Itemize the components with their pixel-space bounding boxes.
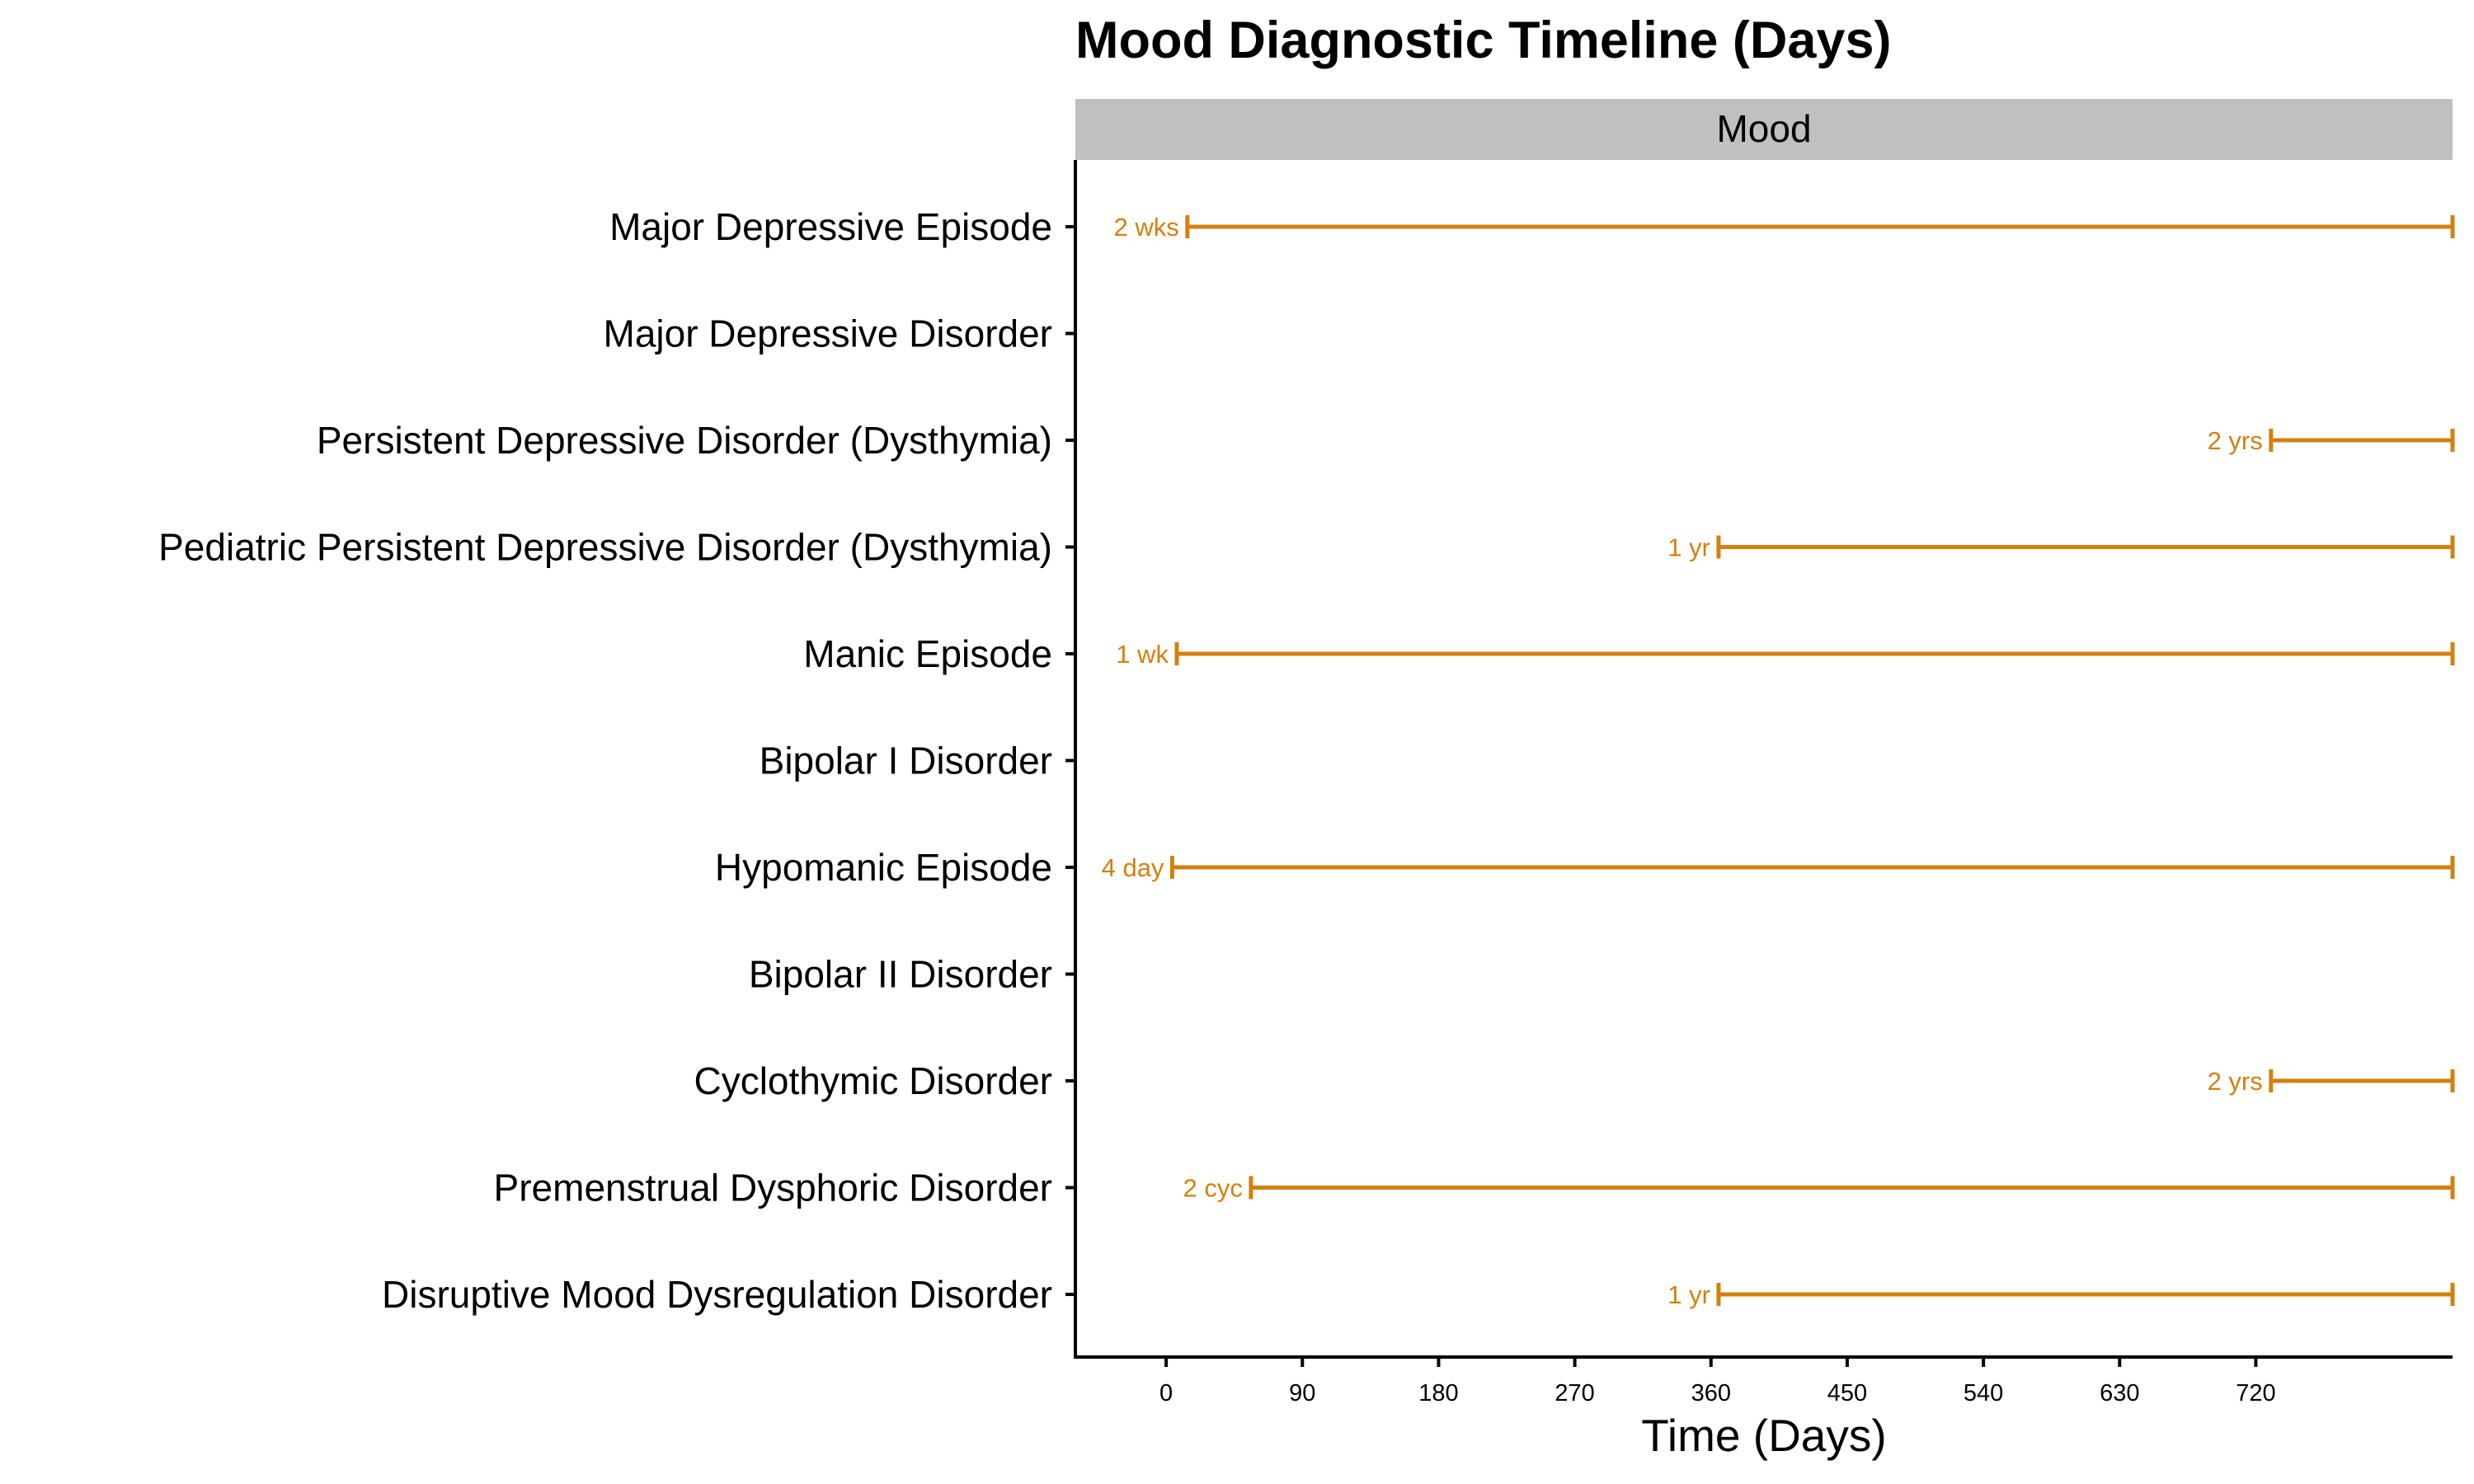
interval-bar: 2 cyc xyxy=(1183,1174,2455,1203)
interval-label: 1 wk xyxy=(1116,640,1169,669)
facet-strip-label: Mood xyxy=(1716,107,1811,150)
x-tick-label: 450 xyxy=(1827,1380,1867,1407)
interval-bar: 2 wks xyxy=(1114,213,2455,242)
interval-label: 1 yr xyxy=(1667,1280,1710,1309)
y-tick-label: Bipolar II Disorder xyxy=(749,953,1052,996)
x-axis: 0 90 180 270 360 450 540 630 720 xyxy=(1074,1355,2453,1407)
y-tick-label: Premenstrual Dysphoric Disorder xyxy=(494,1167,1052,1209)
x-tick-label: 720 xyxy=(2236,1380,2275,1407)
interval-label: 2 cyc xyxy=(1183,1174,1243,1203)
facet-strip xyxy=(1075,99,2453,160)
x-tick-label: 360 xyxy=(1691,1380,1731,1407)
interval-label: 2 yrs xyxy=(2208,426,2263,455)
x-tick-label: 540 xyxy=(1964,1380,2003,1407)
x-tick-label: 0 xyxy=(1159,1380,1173,1407)
y-tick-label: Hypomanic Episode xyxy=(715,846,1052,889)
interval-label: 2 wks xyxy=(1114,213,1179,242)
interval-label: 2 yrs xyxy=(2208,1067,2263,1096)
y-tick-label: Major Depressive Episode xyxy=(609,205,1052,248)
interval-bar: 4 day xyxy=(1102,853,2455,882)
y-tick-label: Disruptive Mood Dysregulation Disorder xyxy=(382,1273,1052,1316)
interval-bar: 1 yr xyxy=(1667,533,2455,562)
interval-bar: 2 yrs xyxy=(2208,426,2455,455)
interval-bars: 2 wks 2 yrs 1 yr 1 wk 4 day 2 yrs 2 cyc 1 yr xyxy=(1102,213,2455,1309)
interval-bar: 1 yr xyxy=(1667,1280,2455,1309)
x-tick-label: 180 xyxy=(1418,1380,1458,1407)
interval-label: 1 yr xyxy=(1667,533,1710,562)
y-tick-label: Major Depressive Disorder xyxy=(604,312,1053,355)
chart-title: Mood Diagnostic Timeline (Days) xyxy=(1075,12,1891,69)
y-axis: Major Depressive Episode Major Depressive… xyxy=(158,160,1077,1357)
x-axis-title: Time (Days) xyxy=(1641,1410,1886,1461)
interval-label: 4 day xyxy=(1102,853,1164,882)
x-tick-label: 270 xyxy=(1554,1380,1594,1407)
y-tick-label: Pediatric Persistent Depressive Disorder… xyxy=(158,526,1052,569)
x-tick-label: 90 xyxy=(1289,1380,1315,1407)
interval-bar: 2 yrs xyxy=(2208,1067,2455,1096)
y-tick-label: Cyclothymic Disorder xyxy=(694,1059,1052,1102)
y-tick-label: Persistent Depressive Disorder (Dysthymi… xyxy=(317,419,1052,462)
interval-bar: 1 wk xyxy=(1116,640,2455,669)
y-tick-label: Bipolar I Disorder xyxy=(760,740,1052,782)
x-tick-label: 630 xyxy=(2100,1380,2139,1407)
y-tick-label: Manic Episode xyxy=(803,632,1052,675)
